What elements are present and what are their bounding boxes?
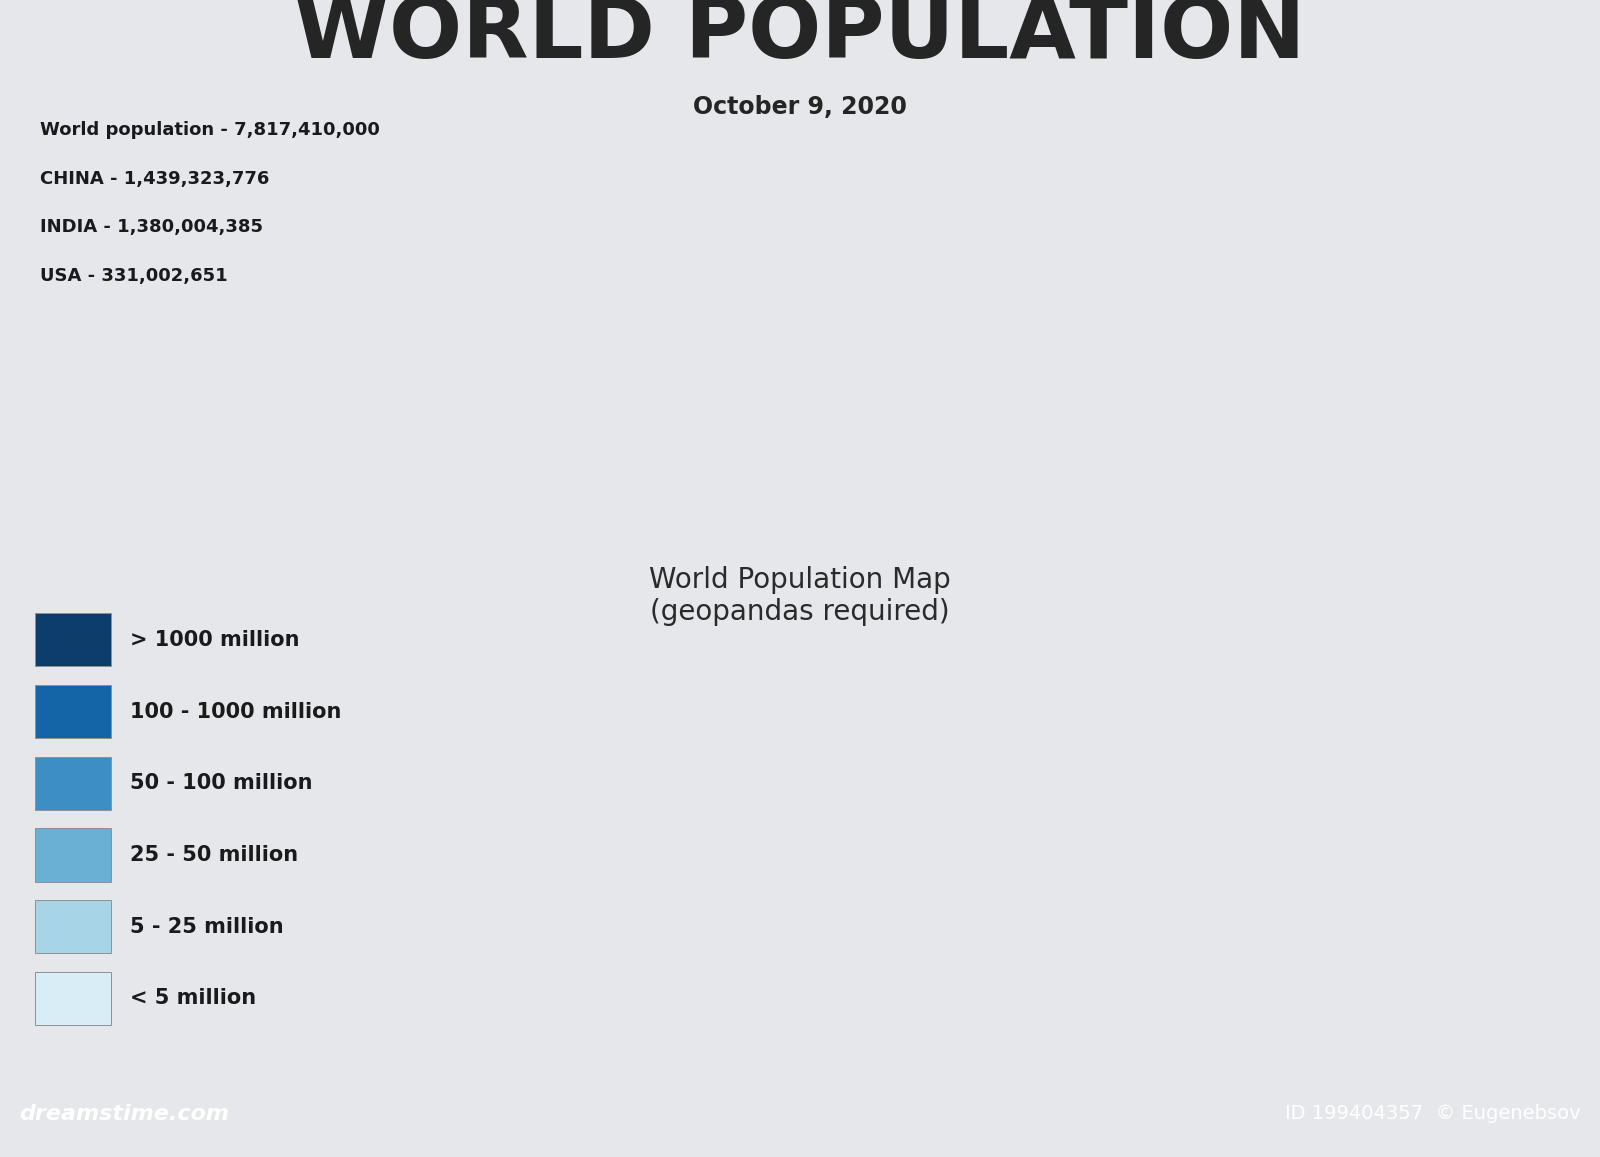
Bar <box>35 613 112 666</box>
Text: 50 - 100 million: 50 - 100 million <box>131 773 314 794</box>
Text: INDIA - 1,380,004,385: INDIA - 1,380,004,385 <box>40 219 262 236</box>
Text: 100 - 1000 million: 100 - 1000 million <box>131 701 342 722</box>
Text: WORLD POPULATION: WORLD POPULATION <box>294 0 1306 75</box>
Text: > 1000 million: > 1000 million <box>131 629 299 650</box>
Text: USA - 331,002,651: USA - 331,002,651 <box>40 267 227 285</box>
Text: dreamstime.com: dreamstime.com <box>19 1104 229 1123</box>
Text: World population - 7,817,410,000: World population - 7,817,410,000 <box>40 121 379 140</box>
Bar <box>35 685 112 738</box>
Bar <box>35 757 112 810</box>
Text: ID 199404357  © Eugenebsov: ID 199404357 © Eugenebsov <box>1285 1104 1581 1123</box>
Bar <box>35 828 112 882</box>
Text: 25 - 50 million: 25 - 50 million <box>131 845 299 865</box>
Text: 5 - 25 million: 5 - 25 million <box>131 916 285 937</box>
Text: CHINA - 1,439,323,776: CHINA - 1,439,323,776 <box>40 170 269 187</box>
Text: October 9, 2020: October 9, 2020 <box>693 95 907 119</box>
Text: < 5 million: < 5 million <box>131 988 256 1009</box>
Bar <box>35 900 112 953</box>
Text: World Population Map
(geopandas required): World Population Map (geopandas required… <box>650 566 950 626</box>
Bar <box>35 972 112 1025</box>
